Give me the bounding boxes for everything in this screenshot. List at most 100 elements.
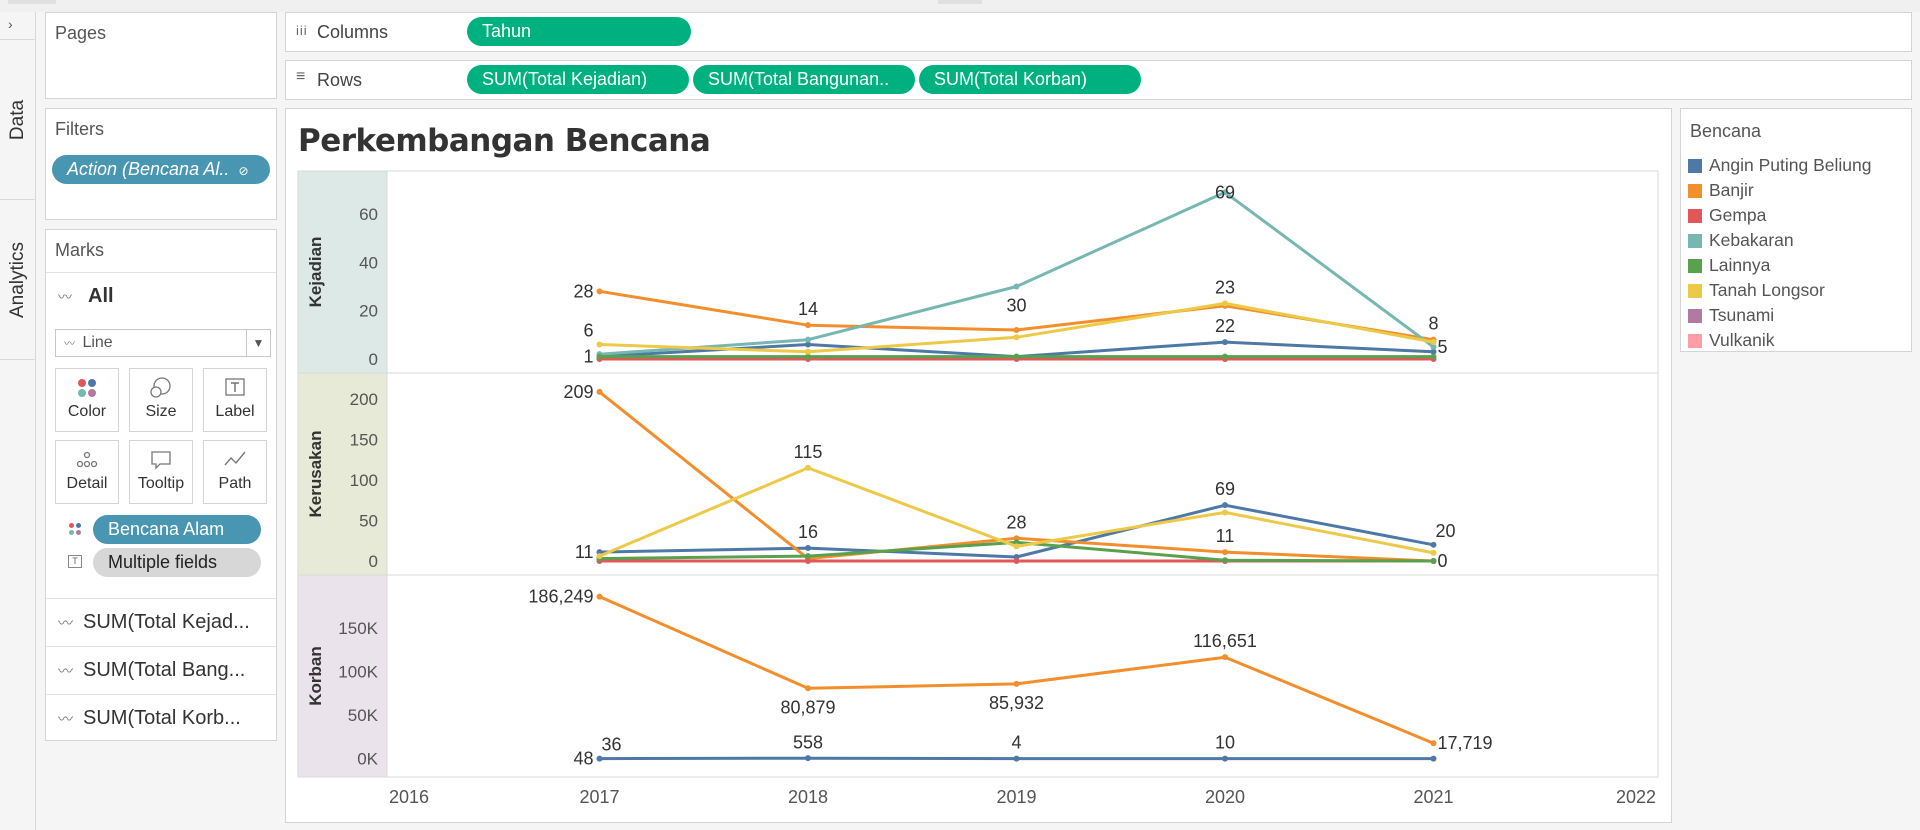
- legend-label: Vulkanik: [1709, 330, 1775, 350]
- color-field-pill[interactable]: Bencana Alam: [93, 515, 261, 544]
- data-point[interactable]: [596, 388, 603, 395]
- data-point[interactable]: [805, 464, 811, 471]
- data-point[interactable]: [1222, 654, 1228, 661]
- legend-item[interactable]: Vulkanik: [1681, 328, 1911, 353]
- mark-type-dropdown[interactable]: 〰 Line ▼: [55, 329, 271, 357]
- size-button[interactable]: Size: [129, 368, 193, 432]
- data-point[interactable]: [805, 336, 811, 343]
- data-point[interactable]: [1013, 680, 1020, 687]
- color-button[interactable]: Color: [55, 368, 119, 432]
- pages-card[interactable]: Pages: [45, 12, 277, 99]
- data-point[interactable]: [805, 545, 811, 552]
- top-tab-marker: [938, 0, 982, 4]
- filter-pill[interactable]: Action (Bencana Al.. ⊘: [52, 155, 270, 184]
- measure-tab-kejadian[interactable]: 〰 SUM(Total Kejad...: [46, 598, 276, 646]
- color-button-label: Color: [67, 403, 107, 420]
- expand-panel-button[interactable]: ›: [0, 12, 36, 40]
- data-point[interactable]: [1013, 327, 1020, 333]
- tab-data-label: Data: [7, 99, 29, 140]
- data-point[interactable]: [1430, 549, 1437, 556]
- rows-pill-kejadian[interactable]: SUM(Total Kejadian): [467, 65, 689, 94]
- data-point[interactable]: [805, 341, 811, 348]
- data-point[interactable]: [1222, 339, 1228, 346]
- data-point[interactable]: [1222, 353, 1228, 360]
- label-field-pill[interactable]: Multiple fields: [93, 548, 261, 577]
- data-point[interactable]: [1222, 300, 1228, 307]
- data-point[interactable]: [805, 322, 811, 329]
- series-line[interactable]: [598, 595, 1435, 745]
- data-point[interactable]: [1222, 509, 1228, 516]
- data-point[interactable]: [805, 348, 811, 355]
- legend-label: Tanah Longsor: [1709, 280, 1825, 300]
- legend-swatch: [1688, 158, 1702, 173]
- data-point[interactable]: [1013, 543, 1020, 550]
- measure-tab-bangunan[interactable]: 〰 SUM(Total Bang...: [46, 646, 276, 694]
- detail-button[interactable]: Detail: [55, 440, 119, 504]
- data-point[interactable]: [596, 341, 603, 348]
- data-point[interactable]: [1430, 541, 1437, 548]
- data-label: 48: [573, 749, 593, 769]
- data-point[interactable]: [1222, 502, 1228, 509]
- line-mark-icon: 〰: [58, 711, 74, 728]
- filters-card[interactable]: Filters Action (Bencana Al.. ⊘: [45, 108, 277, 220]
- measure-tab-korban[interactable]: 〰 SUM(Total Korb...: [46, 694, 276, 742]
- legend-item[interactable]: Kebakaran: [1681, 228, 1911, 253]
- data-point[interactable]: [805, 353, 811, 360]
- data-point[interactable]: [1222, 755, 1228, 762]
- data-point[interactable]: [1013, 558, 1020, 564]
- data-point[interactable]: [1013, 283, 1020, 290]
- data-point[interactable]: [1430, 343, 1437, 350]
- data-point[interactable]: [1430, 339, 1437, 346]
- data-point[interactable]: [1222, 189, 1228, 196]
- data-point[interactable]: [1430, 558, 1437, 564]
- pane-header-band: [298, 171, 387, 373]
- tab-data[interactable]: Data: [0, 40, 36, 200]
- data-point[interactable]: [596, 755, 603, 762]
- data-point[interactable]: [1222, 557, 1228, 564]
- columns-shelf[interactable]: iii Columns Tahun: [285, 12, 1912, 52]
- data-point[interactable]: [805, 755, 811, 762]
- color-legend: Bencana Angin Puting Beliung Banjir Gempa K…: [1680, 108, 1912, 352]
- data-point[interactable]: [805, 685, 811, 692]
- rows-pill-bangunan[interactable]: SUM(Total Bangunan..: [693, 65, 915, 94]
- data-point[interactable]: [1430, 740, 1437, 747]
- legend-item[interactable]: Angin Puting Beliung: [1681, 153, 1911, 178]
- data-point[interactable]: [596, 553, 603, 560]
- data-label: 186,249: [528, 587, 593, 607]
- data-point[interactable]: [596, 593, 603, 600]
- marks-all-tab[interactable]: 〰 All: [46, 272, 276, 322]
- data-point[interactable]: [1430, 348, 1437, 355]
- data-label: 69: [1215, 182, 1235, 202]
- legend-item[interactable]: Banjir: [1681, 178, 1911, 203]
- tooltip-bubble-icon: [130, 441, 192, 475]
- data-point[interactable]: [1430, 353, 1437, 360]
- size-circles-icon: [130, 369, 192, 403]
- tooltip-button[interactable]: Tooltip: [129, 440, 193, 504]
- filters-title: Filters: [55, 119, 104, 139]
- data-point[interactable]: [596, 288, 603, 295]
- data-point[interactable]: [1013, 755, 1020, 762]
- legend-item[interactable]: Tsunami: [1681, 303, 1911, 328]
- data-point[interactable]: [1430, 755, 1437, 762]
- data-point[interactable]: [1222, 549, 1228, 556]
- legend-item[interactable]: Gempa: [1681, 203, 1911, 228]
- rows-pill-korban[interactable]: SUM(Total Korban): [919, 65, 1141, 94]
- legend-item[interactable]: Tanah Longsor: [1681, 278, 1911, 303]
- columns-label: Columns: [317, 22, 389, 42]
- data-point[interactable]: [1013, 353, 1020, 360]
- columns-pill-tahun[interactable]: Tahun: [467, 17, 691, 46]
- rows-shelf[interactable]: ≡ Rows SUM(Total Kejadian) SUM(Total Ban…: [285, 60, 1912, 100]
- data-label: 85,932: [989, 693, 1044, 713]
- data-point[interactable]: [805, 558, 811, 564]
- y-tick-label: 60: [359, 205, 378, 224]
- data-point[interactable]: [596, 353, 603, 360]
- line-mark-icon: 〰: [58, 289, 72, 305]
- data-point[interactable]: [1013, 334, 1020, 341]
- data-label: 30: [1006, 296, 1026, 316]
- data-point[interactable]: [805, 553, 811, 560]
- tab-analytics[interactable]: Analytics: [0, 200, 36, 360]
- legend-item[interactable]: Lainnya: [1681, 253, 1911, 278]
- label-button[interactable]: Label: [203, 368, 267, 432]
- path-button[interactable]: Path: [203, 440, 267, 504]
